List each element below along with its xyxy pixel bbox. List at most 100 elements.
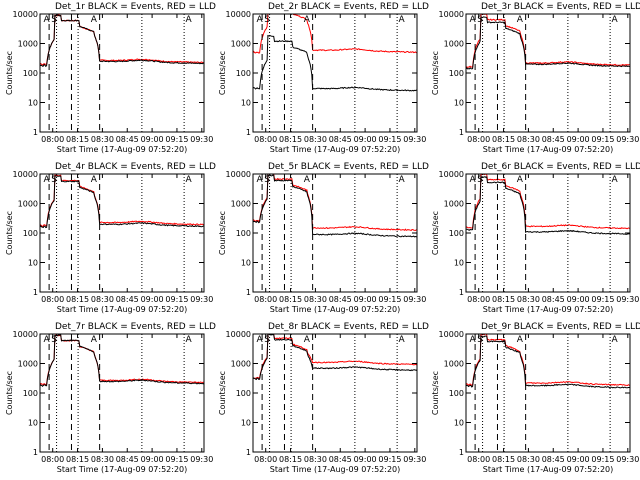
region-marker: A [517, 175, 524, 185]
x-tick-label: 08:30 [517, 295, 540, 304]
x-tick-label: 08:30 [304, 135, 327, 144]
x-tick-label: 08:15 [492, 135, 515, 144]
x-tick-label: 08:00 [467, 135, 490, 144]
y-tick-label: 10000 [439, 170, 464, 179]
x-tick-label: 09:30 [403, 135, 426, 144]
y-axis-label: Counts/sec [5, 51, 14, 95]
region-marker: A [470, 335, 477, 345]
x-tick-label: 08:15 [492, 295, 515, 304]
plot-frame [465, 13, 631, 133]
y-axis-label: Counts/sec [431, 371, 440, 415]
plot-frame [465, 333, 631, 453]
x-tick-label: 08:15 [66, 455, 89, 464]
x-tick-label: 09:30 [190, 295, 213, 304]
x-tick-label: 08:30 [517, 455, 540, 464]
x-axis-label: Start Time (17-Aug-09 07:52:20) [483, 465, 614, 474]
y-tick-label: 10 [241, 99, 251, 108]
x-tick-label: 08:15 [66, 295, 89, 304]
y-axis-label: Counts/sec [218, 211, 227, 255]
y-tick-label: 100 [449, 389, 464, 398]
y-tick-label: 10000 [13, 330, 38, 339]
lld-series-line [40, 14, 204, 66]
x-tick-label: 08:30 [91, 455, 114, 464]
y-tick-label: 1 [246, 288, 251, 297]
y-tick-label: 1 [33, 288, 38, 297]
y-tick-label: 1 [459, 448, 464, 457]
region-marker: A [470, 15, 477, 25]
region-marker: A [91, 175, 98, 185]
x-tick-label: 09:30 [190, 135, 213, 144]
x-axis-label: Start Time (17-Aug-09 07:52:20) [57, 145, 188, 154]
y-tick-label: 1 [246, 128, 251, 137]
x-tick-label: 08:00 [41, 135, 64, 144]
y-tick-label: 100 [236, 229, 251, 238]
plot-frame [252, 173, 418, 293]
lld-series-line [253, 14, 417, 54]
x-tick-label: 09:15 [591, 455, 614, 464]
plot-frame [465, 173, 631, 293]
region-marker: S [264, 175, 270, 185]
y-tick-label: 1 [33, 448, 38, 457]
lld-series-line [466, 174, 630, 230]
region-marker: S [51, 15, 57, 25]
y-tick-label: 1 [246, 448, 251, 457]
x-tick-label: 09:00 [354, 135, 377, 144]
x-tick-label: 08:15 [279, 295, 302, 304]
plot-frame [39, 13, 205, 133]
region-marker: A [517, 15, 524, 25]
x-axis-label: Start Time (17-Aug-09 07:52:20) [270, 465, 401, 474]
x-tick-label: 09:30 [616, 295, 639, 304]
y-tick-label: 10000 [226, 330, 251, 339]
y-tick-label: 10 [454, 259, 464, 268]
events-series-line [40, 175, 204, 229]
y-tick-label: 1000 [444, 200, 464, 209]
region-marker: A [470, 175, 477, 185]
y-tick-label: 10000 [439, 330, 464, 339]
x-tick-label: 09:00 [141, 295, 164, 304]
y-tick-label: 10000 [439, 10, 464, 19]
x-tick-label: 08:30 [91, 295, 114, 304]
lld-series-line [40, 334, 204, 386]
region-marker: A [186, 175, 193, 185]
region-marker: A [517, 335, 524, 345]
x-tick-label: 08:45 [116, 455, 139, 464]
x-tick-label: 09:00 [141, 135, 164, 144]
panel-title: Det_8r BLACK = Events, RED = LLD [268, 322, 429, 332]
panel-title: Det_9r BLACK = Events, RED = LLD [481, 322, 640, 332]
x-tick-label: 08:15 [279, 455, 302, 464]
x-tick-label: 08:45 [329, 135, 352, 144]
y-tick-label: 10 [241, 419, 251, 428]
y-tick-label: 100 [449, 69, 464, 78]
y-tick-label: 1000 [231, 40, 251, 49]
x-axis-label: Start Time (17-Aug-09 07:52:20) [57, 305, 188, 314]
region-marker: A [44, 15, 51, 25]
x-tick-label: 09:00 [567, 135, 590, 144]
y-tick-label: 100 [236, 69, 251, 78]
x-tick-label: 09:00 [567, 295, 590, 304]
y-tick-label: 100 [236, 389, 251, 398]
y-tick-label: 10 [454, 419, 464, 428]
y-tick-label: 100 [449, 229, 464, 238]
y-axis-label: Counts/sec [431, 51, 440, 95]
x-tick-label: 08:45 [116, 295, 139, 304]
x-tick-label: 09:00 [141, 455, 164, 464]
y-axis-label: Counts/sec [5, 211, 14, 255]
region-marker: A [304, 15, 311, 25]
region-marker: S [477, 335, 483, 345]
y-tick-label: 1 [459, 288, 464, 297]
y-axis-label: Counts/sec [5, 371, 14, 415]
region-marker: A [44, 335, 51, 345]
y-tick-label: 10 [28, 419, 38, 428]
events-series-line [40, 14, 204, 68]
region-marker: A [612, 175, 619, 185]
x-tick-label: 09:30 [403, 455, 426, 464]
region-marker: A [304, 335, 311, 345]
x-tick-label: 09:15 [165, 295, 188, 304]
y-axis-label: Counts/sec [431, 211, 440, 255]
plot-frame [252, 333, 418, 453]
panel-title: Det_5r BLACK = Events, RED = LLD [268, 162, 429, 172]
